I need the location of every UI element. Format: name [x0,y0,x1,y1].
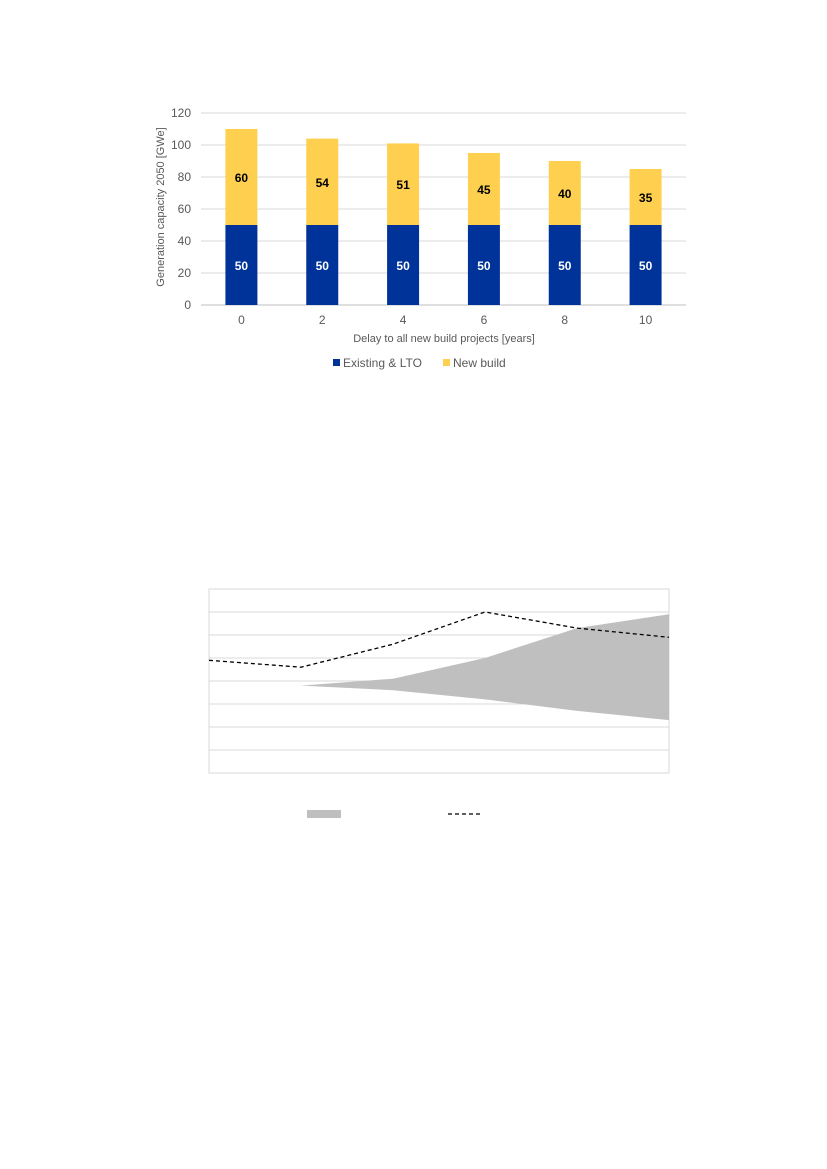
x-axis-label: Delay to all new build projects [years] [353,333,535,345]
x-tick-label: 4 [400,313,407,327]
legend-swatch-band [307,810,341,818]
bar-existing [467,225,500,305]
y-tick-label: 0 [184,298,191,312]
bar-new-build [387,143,420,225]
x-tick-label: 2 [319,313,326,327]
data-label: 50 [477,259,491,273]
bar-existing [548,225,581,305]
bar-new-build [467,153,500,225]
legend: Existing & LTO New build [333,356,506,370]
bar-existing [225,225,258,305]
x-tick-label: 6 [481,313,488,327]
y-axis-label: Generation capacity 2050 [GWe] [155,127,167,286]
data-labels: 50 60 50 54 50 51 50 45 50 40 50 35 [235,171,653,273]
data-label: 40 [558,187,572,201]
y-tick-label: 20 [178,266,192,280]
x-tick-label: 0 [238,313,245,327]
bar-new-build [306,138,339,225]
legend-label-newbuild: New build [453,356,506,370]
data-label: 45 [477,183,491,197]
legend-label-existing: Existing & LTO [343,356,422,370]
y-tick-label: 60 [178,202,192,216]
y-tick-label: 120 [171,106,191,120]
x-tick-labels: 0 2 4 6 8 10 [238,313,653,327]
range-band [209,614,669,721]
data-label: 60 [235,171,249,185]
data-label: 50 [396,259,410,273]
data-label: 35 [639,191,653,205]
plot-frame [208,588,670,774]
y-tick-label: 80 [178,170,192,184]
legend [307,810,483,818]
data-label: 50 [235,259,249,273]
bar-existing [387,225,420,305]
x-tick-label: 8 [561,313,568,327]
central-line [208,611,670,668]
data-label: 50 [558,259,572,273]
y-tick-labels: 0 20 40 60 80 100 120 [171,106,191,312]
x-tick-label: 10 [639,313,653,327]
data-label: 50 [316,259,330,273]
bar-new-build [629,169,662,225]
data-label: 54 [316,176,330,190]
data-label: 51 [396,178,410,192]
grid-lines [209,611,669,751]
data-label: 50 [639,259,653,273]
y-tick-label: 100 [171,138,191,152]
bars [225,129,662,305]
bar-existing [306,225,339,305]
grid-lines [201,112,686,306]
y-tick-label: 40 [178,234,192,248]
legend-swatch-newbuild [443,359,450,366]
bar-new-build [225,129,258,225]
bar-existing [629,225,662,305]
legend-swatch-existing [333,359,340,366]
bar-new-build [548,161,581,225]
